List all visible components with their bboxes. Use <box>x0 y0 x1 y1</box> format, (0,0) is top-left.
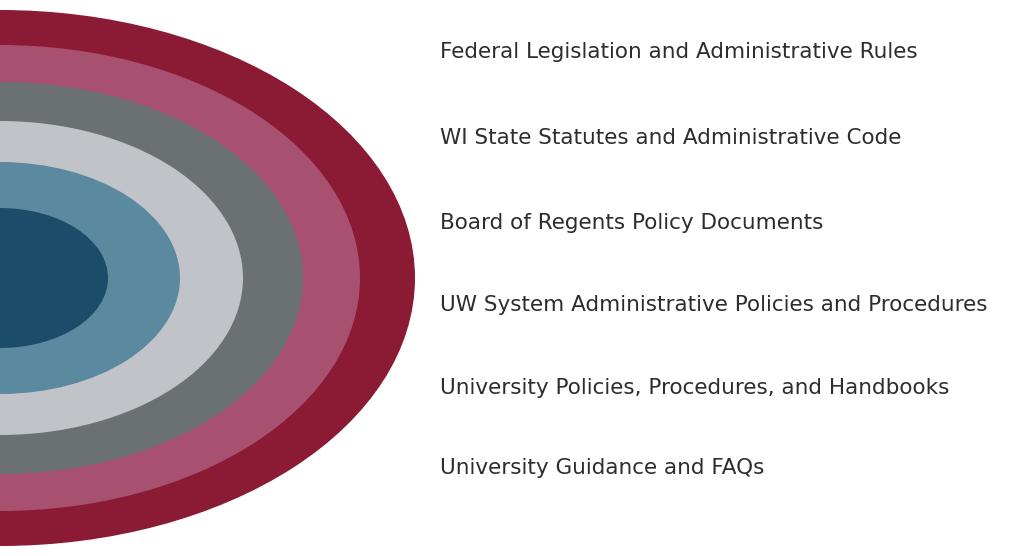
Text: University Policies, Procedures, and Handbooks: University Policies, Procedures, and Han… <box>440 378 949 398</box>
Text: UW System Administrative Policies and Procedures: UW System Administrative Policies and Pr… <box>440 295 987 315</box>
Text: WI State Statutes and Administrative Code: WI State Statutes and Administrative Cod… <box>440 128 901 148</box>
Text: University Guidance and FAQs: University Guidance and FAQs <box>440 458 764 478</box>
Bar <box>422 0 1024 556</box>
Ellipse shape <box>0 10 415 546</box>
Ellipse shape <box>0 82 303 474</box>
Ellipse shape <box>0 162 180 394</box>
Text: Board of Regents Policy Documents: Board of Regents Policy Documents <box>440 213 823 233</box>
Ellipse shape <box>0 208 108 348</box>
Ellipse shape <box>0 45 360 511</box>
Text: Federal Legislation and Administrative Rules: Federal Legislation and Administrative R… <box>440 42 918 62</box>
Ellipse shape <box>0 121 243 435</box>
